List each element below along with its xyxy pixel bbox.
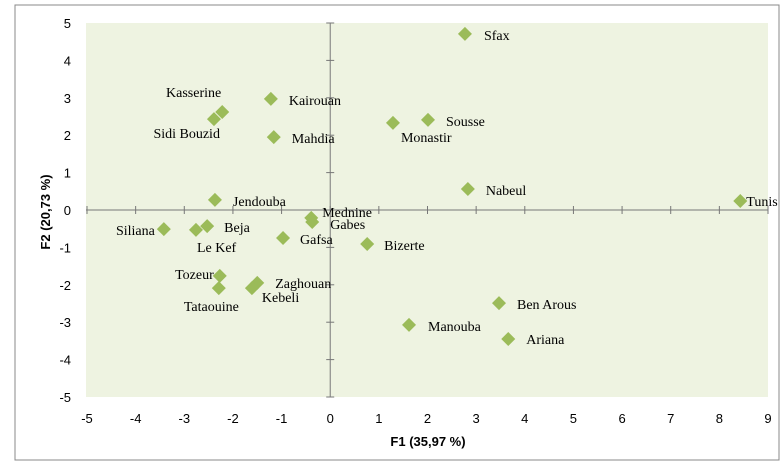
y-axis-label: F2 (20,73 %): [38, 174, 53, 249]
point-label: Nabeul: [486, 184, 527, 199]
x-tick-label: -4: [130, 411, 142, 426]
y-tick-label: -3: [59, 315, 71, 330]
point: [276, 231, 291, 246]
point: [492, 296, 507, 311]
x-axis-label: F1 (35,97 %): [390, 434, 465, 449]
y-tick-label: 1: [64, 166, 71, 181]
point-label: Gabes: [330, 218, 365, 233]
point-label: Gafsa: [300, 233, 333, 248]
point-label: Manouba: [428, 320, 482, 335]
x-tick-label: 5: [570, 411, 577, 426]
point-label: Tunis: [746, 195, 777, 210]
point-label: Sfax: [484, 29, 510, 44]
point-label: Tataouine: [184, 300, 239, 315]
point-label: Le Kef: [197, 241, 237, 256]
point-label: Ariana: [526, 333, 565, 348]
y-tick-label: 3: [64, 91, 71, 106]
y-tick-label: 5: [64, 16, 71, 31]
point-label: Bizerte: [384, 239, 424, 254]
y-tick-label: -1: [59, 240, 71, 255]
point: [211, 281, 226, 296]
point: [263, 91, 278, 106]
x-tick-label: 8: [716, 411, 723, 426]
x-tick-label: -3: [179, 411, 191, 426]
y-tick-label: -2: [59, 278, 71, 293]
point-label: Ben Arous: [517, 298, 577, 313]
point-label: Sidi Bouzid: [153, 127, 220, 142]
x-tick-label: 4: [521, 411, 528, 426]
x-tick-label: 6: [618, 411, 625, 426]
point-label: Monastir: [401, 131, 452, 146]
point: [206, 112, 221, 127]
point: [360, 237, 375, 252]
point-label: Siliana: [116, 224, 156, 239]
point: [207, 192, 222, 207]
point: [733, 194, 748, 209]
point-label: Kasserine: [166, 86, 221, 101]
point-label: Mahdia: [292, 132, 336, 147]
x-tick-label: 1: [375, 411, 382, 426]
x-tick-label: 0: [327, 411, 334, 426]
point-label: Jendouba: [233, 195, 287, 210]
point-label: Mednine: [322, 206, 372, 221]
y-tick-label: 0: [64, 203, 71, 218]
point: [305, 214, 320, 229]
x-tick-label: 3: [473, 411, 480, 426]
point: [420, 112, 435, 127]
point: [200, 219, 215, 234]
point: [244, 281, 259, 296]
x-tick-label: 9: [764, 411, 771, 426]
point: [156, 222, 171, 237]
point-label: Beja: [224, 221, 250, 236]
point-label: Sousse: [446, 115, 485, 130]
y-tick-label: -4: [59, 353, 71, 368]
y-tick-label: -5: [59, 390, 71, 405]
point: [385, 115, 400, 130]
point: [215, 105, 230, 120]
point-label: Zaghouan: [275, 277, 331, 292]
point: [402, 317, 417, 332]
point: [501, 332, 516, 347]
x-tick-label: -2: [227, 411, 239, 426]
y-tick-label: 4: [64, 53, 71, 68]
point: [266, 130, 281, 145]
x-tick-label: 7: [667, 411, 674, 426]
point-label: Kairouan: [289, 94, 341, 109]
point-label: Kebeli: [262, 291, 299, 306]
x-tick-label: -1: [276, 411, 288, 426]
x-tick-label: -5: [81, 411, 93, 426]
y-tick-label: 2: [64, 128, 71, 143]
x-tick-label: 2: [424, 411, 431, 426]
point: [457, 26, 472, 41]
point-label: Tozeur: [175, 268, 214, 283]
point: [188, 222, 203, 237]
point: [212, 268, 227, 283]
point: [460, 182, 475, 197]
